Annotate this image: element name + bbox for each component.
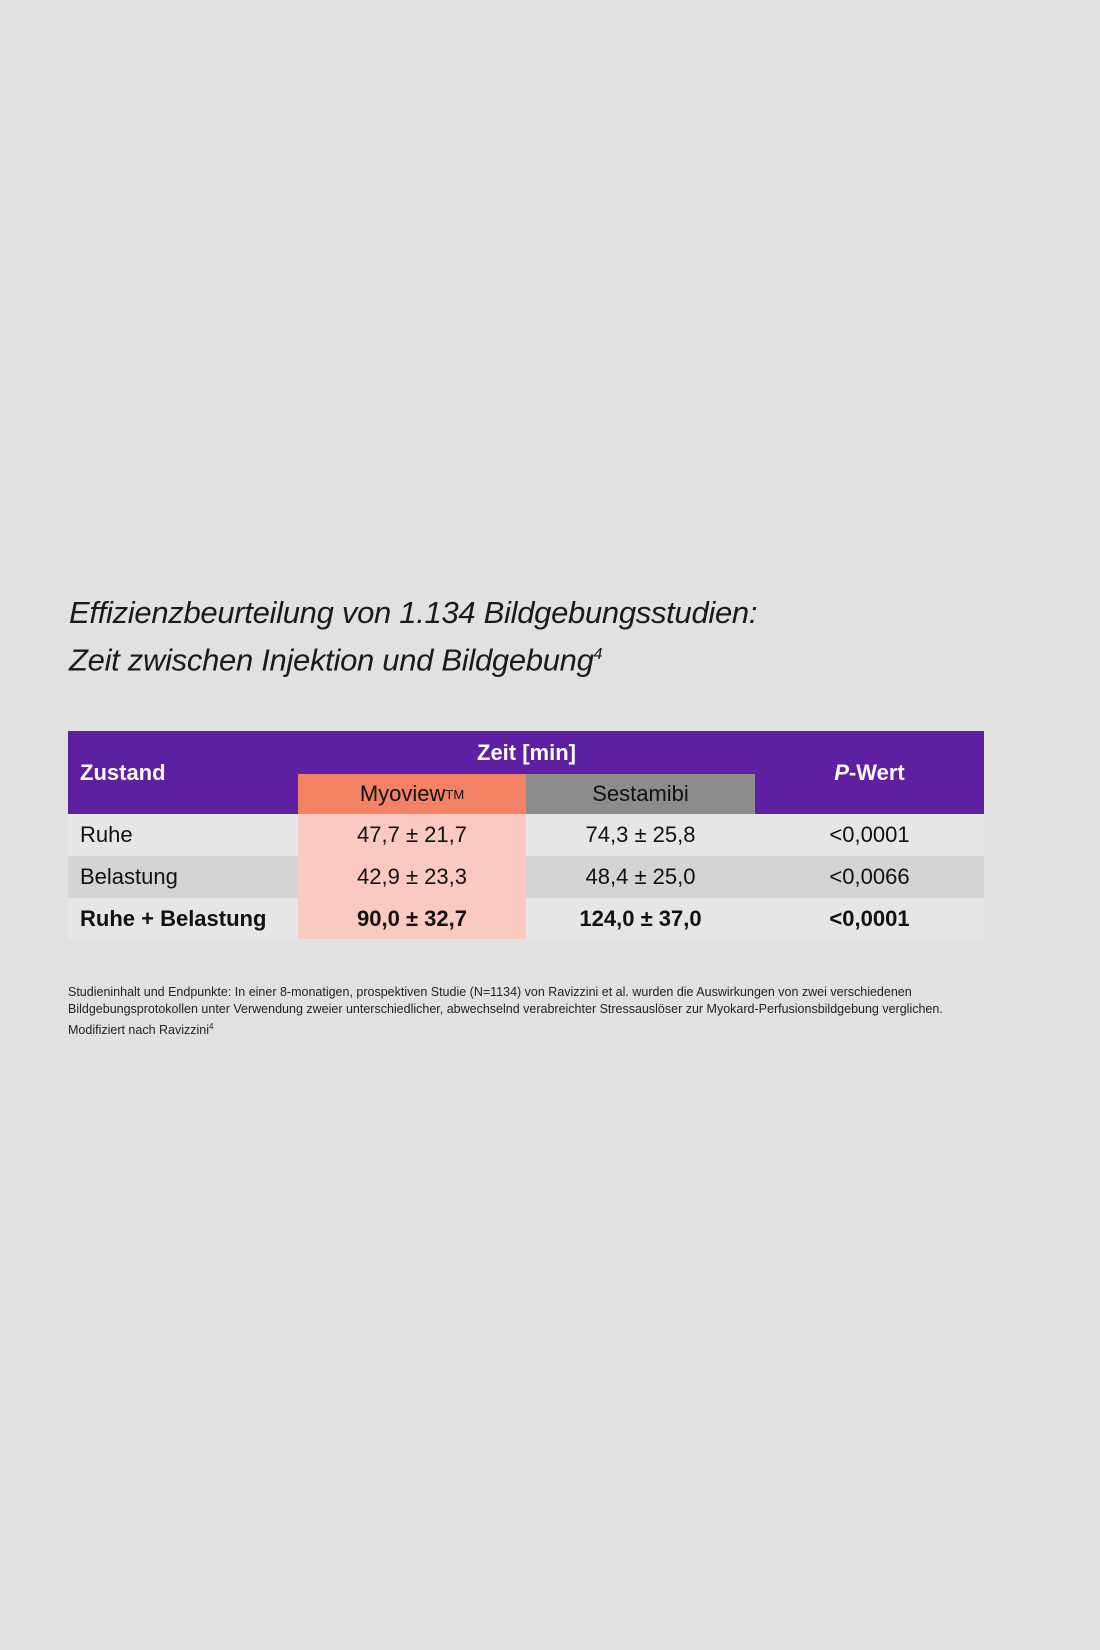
cell-zustand: Belastung [80,864,178,889]
header-myoview: Myoview TM [298,774,526,814]
cell-p: <0,0001 [829,905,910,931]
footnote: Studieninhalt und Endpunkte: In einer 8-… [68,984,968,1039]
cell-p: <0,0066 [829,864,910,889]
footnote-source: Modifiziert nach Ravizzini4 [68,1018,968,1039]
cell-myoview: 90,0 ± 32,7 [298,898,526,939]
p-italic: P [834,759,849,785]
cell-myoview: 47,7 ± 21,7 [298,814,526,856]
cell-p: <0,0001 [829,822,910,847]
myoview-label: Myoview [359,781,446,806]
table-row: Ruhe + Belastung 90,0 ± 32,7 124,0 ± 37,… [68,898,984,939]
header-p-wert: P -Wert [755,731,984,814]
cell-sestamibi: 74,3 ± 25,8 [585,822,696,847]
source-text: Modifiziert nach Ravizzini [68,1023,210,1038]
footnote-text: Studieninhalt und Endpunkte: In einer 8-… [68,985,943,1016]
cell-myoview: 42,9 ± 23,3 [298,856,526,898]
page-title: Effizienzbeurteilung von 1.134 Bildgebun… [69,592,757,681]
cell-sestamibi: 124,0 ± 37,0 [579,905,702,931]
header-zustand: Zustand [68,731,298,814]
header-sestamibi: Sestamibi [526,774,755,814]
cell-zustand: Ruhe + Belastung [80,905,267,931]
title-line-2: Zeit zwischen Injektion und Bildgebung4 [69,634,757,681]
header-zeit: Zeit [min] [298,731,755,774]
title-line-2-text: Zeit zwischen Injektion und Bildgebung [69,642,594,678]
source-ref: 4 [209,1022,214,1031]
title-footnote-ref: 4 [593,646,603,663]
p-rest: -Wert [848,759,905,785]
table-row: Ruhe 47,7 ± 21,7 74,3 ± 25,8 <0,0001 [68,814,984,856]
table-row: Belastung 42,9 ± 23,3 48,4 ± 25,0 <0,006… [68,856,984,898]
cell-zustand: Ruhe [80,822,133,847]
trademark: TM [445,786,465,802]
title-line-1: Effizienzbeurteilung von 1.134 Bildgebun… [69,595,758,630]
cell-sestamibi: 48,4 ± 25,0 [585,864,696,889]
